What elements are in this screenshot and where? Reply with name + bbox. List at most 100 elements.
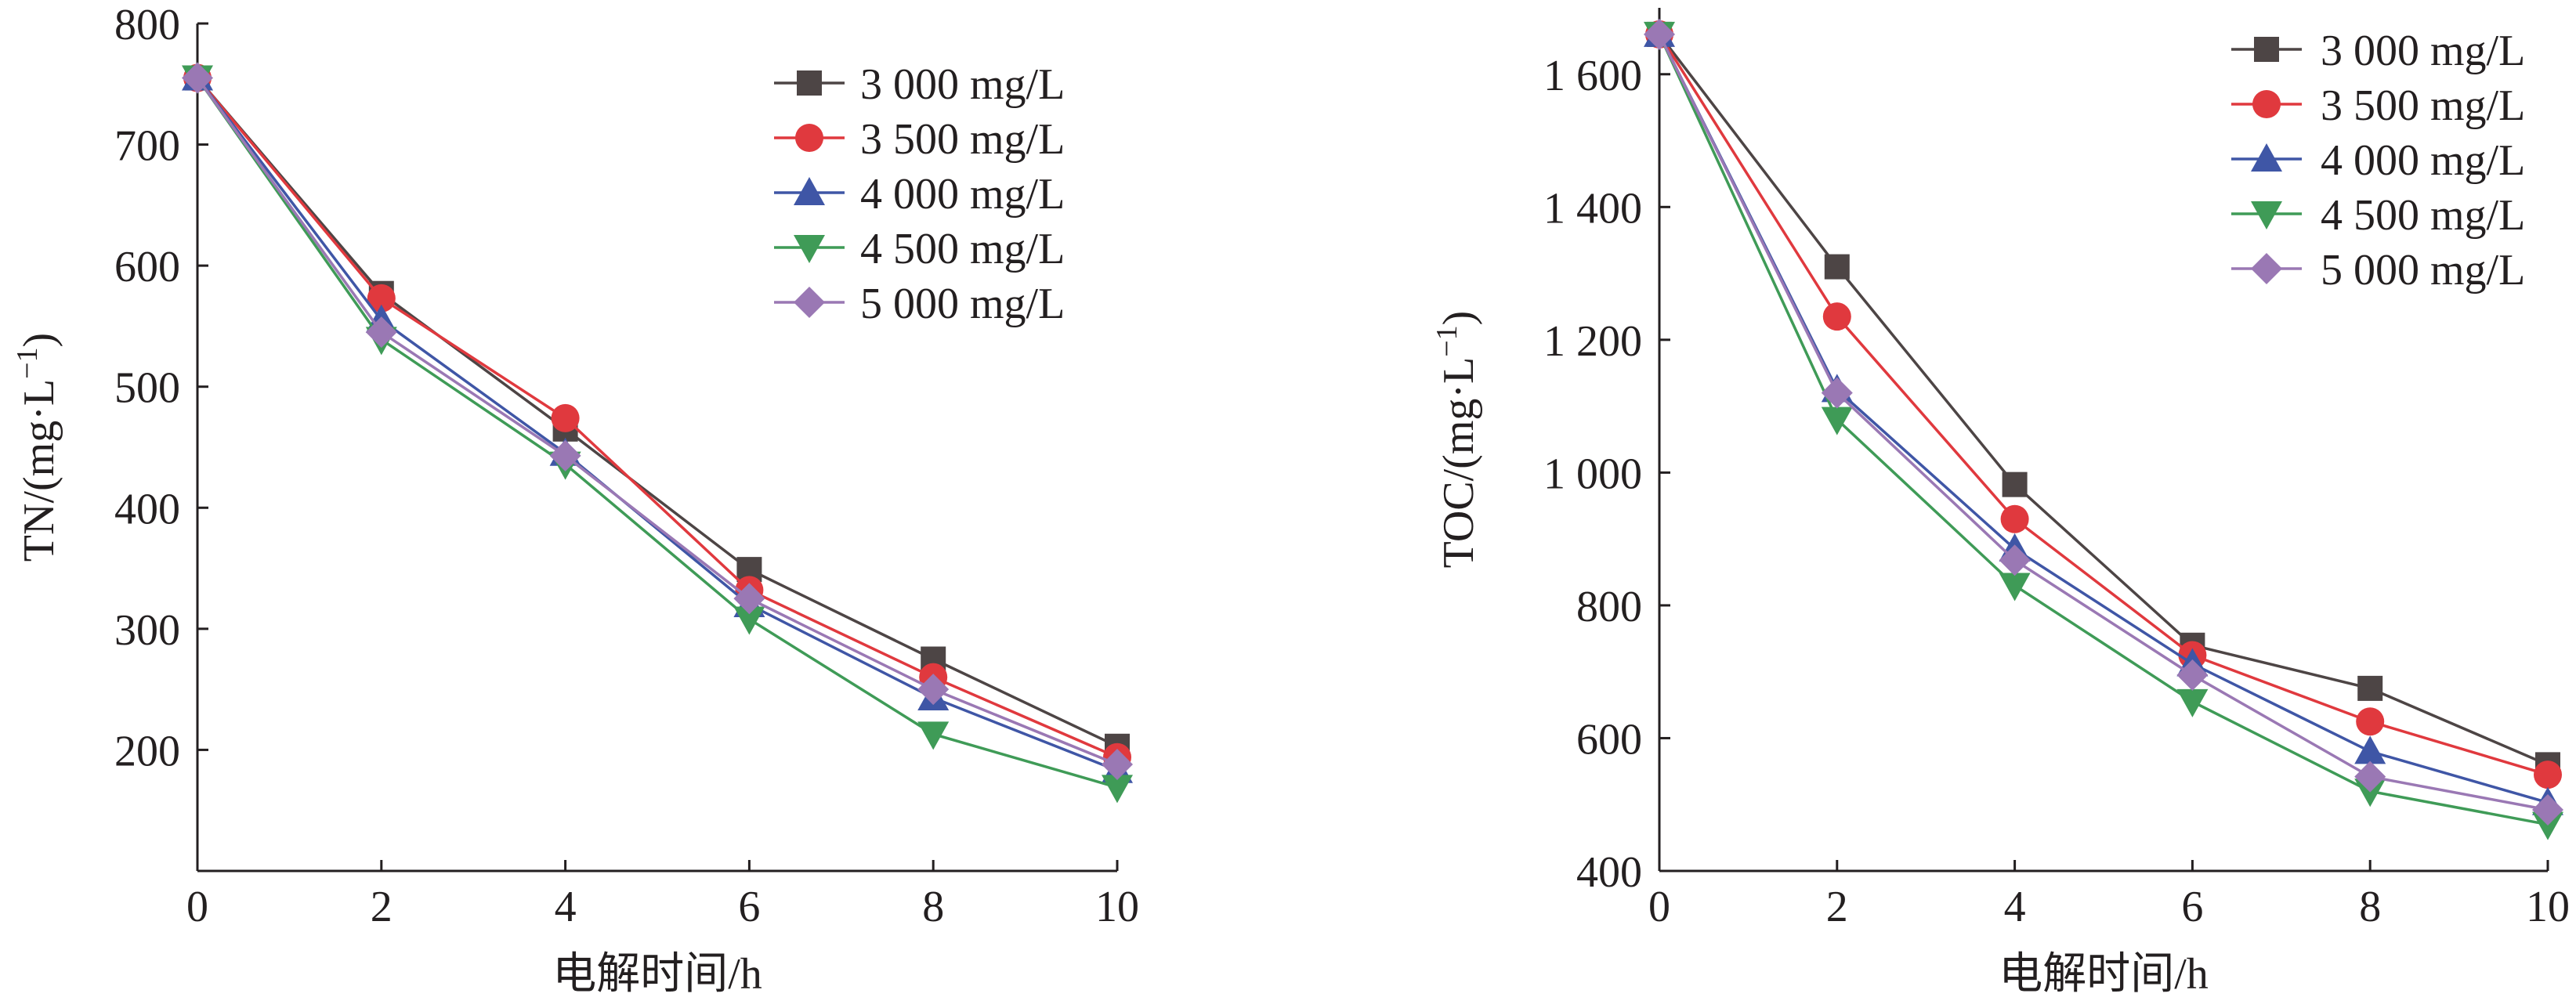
data-point xyxy=(367,284,396,313)
legend-label: 3 000 mg/L xyxy=(860,60,1065,109)
legend-marker xyxy=(2254,37,2279,62)
y-tick-label: 600 xyxy=(1576,715,1642,764)
legend-item: 3 000 mg/L xyxy=(774,60,1065,109)
legend-marker xyxy=(2251,143,2282,172)
legend-marker xyxy=(2252,90,2281,118)
legend: 3 000 mg/L 3 500 mg/L 4 000 mg/L 4 500 mg/L… xyxy=(774,60,1065,328)
x-tick-label: 2 xyxy=(1826,883,1848,931)
legend-label: 4 000 mg/L xyxy=(860,170,1065,219)
x-tick-label: 10 xyxy=(2526,883,2570,931)
series-line xyxy=(196,77,1118,759)
data-point xyxy=(2532,794,2563,826)
y-tick-label: 700 xyxy=(114,122,180,171)
legend-marker xyxy=(2251,253,2282,284)
x-tick-label: 0 xyxy=(1648,883,1670,931)
legend-marker xyxy=(2251,201,2282,229)
data-point xyxy=(1999,544,2031,576)
y-tick-label: 400 xyxy=(114,485,180,533)
data-point xyxy=(1824,254,1850,280)
x-tick-label: 8 xyxy=(922,883,944,931)
data-point xyxy=(1821,406,1853,435)
data-point xyxy=(2356,707,2385,736)
toc-chart: 0 2 4 6 8 10 400 600 800 1 000 1 200 1 400 1 600 电解时间… xyxy=(1431,8,2570,999)
data-point xyxy=(733,583,765,615)
legend-item: 3 500 mg/L xyxy=(2231,81,2525,130)
legend-marker xyxy=(794,235,825,263)
y-axis-title: TN/(mg·L−1) xyxy=(11,333,63,562)
data-point xyxy=(2002,471,2028,497)
data-point xyxy=(1999,573,2031,602)
data-point xyxy=(2534,761,2562,789)
series-line xyxy=(1658,33,2549,776)
series-line xyxy=(196,77,1118,766)
y-tick-label: 1 400 xyxy=(1543,184,1642,233)
data-point xyxy=(2354,761,2386,793)
legend-marker xyxy=(795,124,823,152)
y-tick-label: 1 600 xyxy=(1543,52,1642,100)
legend-marker xyxy=(794,287,825,318)
series-line xyxy=(1658,34,2549,826)
legend: 3 000 mg/L 3 500 mg/L 4 000 mg/L 4 500 mg/L… xyxy=(2231,27,2525,294)
data-point xyxy=(2176,688,2209,717)
series-1 xyxy=(1647,21,2560,778)
legend-label: 3 000 mg/L xyxy=(2321,27,2525,75)
data-point xyxy=(182,62,213,94)
data-point xyxy=(733,606,765,635)
data-point xyxy=(1644,18,1675,50)
y-tick-label: 800 xyxy=(1576,583,1642,631)
y-axis-title-close: ) xyxy=(1435,311,1483,326)
y-axis-title-close: ) xyxy=(15,333,63,348)
data-point xyxy=(2000,504,2029,533)
legend-item: 3 500 mg/L xyxy=(774,115,1065,164)
legend-item: 3 000 mg/L xyxy=(2231,27,2525,75)
legend-label: 3 500 mg/L xyxy=(2321,81,2525,130)
y-tick-label: 1 000 xyxy=(1543,450,1642,498)
data-point xyxy=(1821,377,1853,409)
x-axis-title: 电解时间/h xyxy=(552,950,762,999)
series-line xyxy=(196,77,1118,772)
series-2 xyxy=(1645,20,2562,789)
legend-item: 4 000 mg/L xyxy=(2231,136,2525,185)
y-tick-label: 1 200 xyxy=(1543,317,1642,366)
data-point xyxy=(2357,675,2383,701)
data-point xyxy=(2176,659,2209,691)
series-line xyxy=(1658,34,2549,811)
data-point xyxy=(365,316,397,349)
legend-label: 4 500 mg/L xyxy=(2321,191,2525,240)
data-point xyxy=(2532,811,2563,840)
y-axis-title-superscript: −1 xyxy=(1431,325,1463,356)
legend-item: 5 000 mg/L xyxy=(2231,246,2525,294)
legend-label: 5 000 mg/L xyxy=(860,280,1065,328)
data-point xyxy=(917,721,950,750)
data-point xyxy=(549,439,581,471)
x-tick-label: 6 xyxy=(738,883,760,931)
legend-marker xyxy=(794,177,825,205)
tn-chart: 0 2 4 6 8 10 200 300 400 500 600 700 800 电解时间/h TN/(mg… xyxy=(11,1,1139,999)
y-tick-label: 200 xyxy=(114,727,180,775)
legend-marker xyxy=(797,70,822,96)
legend-item: 4 500 mg/L xyxy=(2231,191,2525,240)
y-axis-title-text: TN/(mg·L xyxy=(15,379,63,562)
y-tick-label: 800 xyxy=(114,1,180,49)
data-point xyxy=(2354,735,2386,764)
series-5 xyxy=(182,62,1133,780)
data-point xyxy=(551,403,580,432)
x-tick-label: 6 xyxy=(2181,883,2203,931)
y-axis-title: TOC/(mg·L−1) xyxy=(1431,311,1483,569)
x-tick-label: 10 xyxy=(1095,883,1139,931)
y-tick-label: 400 xyxy=(1576,848,1642,897)
series-line xyxy=(196,77,1118,748)
legend-label: 5 000 mg/L xyxy=(2321,246,2525,294)
legend-item: 4 000 mg/L xyxy=(774,170,1065,219)
x-tick-label: 8 xyxy=(2359,883,2381,931)
x-tick-label: 4 xyxy=(555,883,577,931)
series-line xyxy=(1658,33,2549,766)
y-tick-label: 300 xyxy=(114,606,180,655)
y-tick-label: 600 xyxy=(114,243,180,291)
legend-item: 4 500 mg/L xyxy=(774,225,1065,273)
y-tick-label: 500 xyxy=(114,364,180,413)
legend-label: 4 000 mg/L xyxy=(2321,136,2525,185)
data-point xyxy=(1102,775,1133,804)
